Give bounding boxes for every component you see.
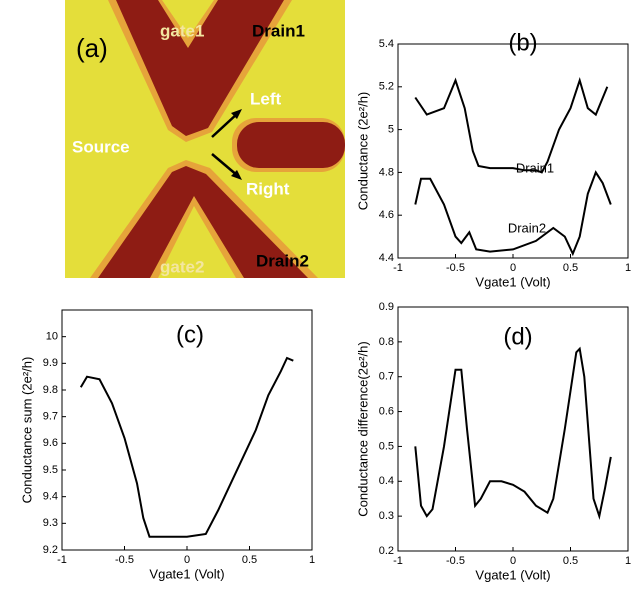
x-tick-label: 0.5 (563, 262, 578, 274)
y-tick-label: 9.2 (43, 544, 58, 556)
x-tick-label: 0 (184, 554, 190, 566)
y-tick-label: 4.4 (379, 252, 394, 264)
x-axis-label: Vgate1 (Volt) (149, 566, 224, 581)
drain-channel (237, 122, 345, 168)
annotation: gate2 (160, 257, 204, 276)
y-tick-label: 5.2 (379, 81, 394, 93)
y-tick-label: 0.9 (379, 301, 394, 313)
x-tick-label: 0 (510, 555, 516, 567)
y-tick-label: 0.7 (379, 371, 394, 383)
y-tick-label: 9.3 (43, 517, 58, 529)
series-label: Drain2 (508, 220, 546, 235)
x-tick-label: 0 (510, 262, 516, 274)
y-axis-label: Conductance (2e²/h) (355, 92, 370, 211)
y-tick-label: 9.9 (43, 357, 58, 369)
y-tick-label: 9.8 (43, 384, 58, 396)
y-axis-label: Conductance sum (2e²/h) (19, 357, 34, 504)
x-axis-label: Vgate1 (Volt) (475, 274, 550, 289)
y-tick-label: 9.4 (43, 491, 58, 503)
x-tick-label: -0.5 (115, 554, 134, 566)
annotation: Right (246, 179, 290, 198)
data-line (415, 172, 611, 253)
x-tick-label: 1 (625, 555, 631, 567)
micrograph: (a) gate1 Drain1 Left Source Right gate2… (65, 0, 345, 278)
y-tick-label: 0.4 (379, 475, 394, 487)
panel-title: (d) (503, 323, 532, 350)
data-line (415, 349, 611, 516)
x-axis-label: Vgate1 (Volt) (475, 567, 550, 582)
x-tick-label: 1 (309, 554, 315, 566)
panel-label: (a) (76, 33, 108, 63)
y-tick-label: 0.3 (379, 510, 394, 522)
y-tick-label: 9.6 (43, 437, 58, 449)
y-tick-label: 0.6 (379, 405, 394, 417)
y-tick-label: 5 (388, 124, 394, 136)
x-tick-label: -1 (393, 262, 403, 274)
y-axis-label: Conductance difference(2e²/h) (355, 341, 370, 516)
panel-title: (c) (176, 321, 204, 348)
x-tick-label: -1 (57, 554, 67, 566)
y-tick-label: 0.5 (379, 440, 394, 452)
annotation: Left (250, 89, 282, 108)
x-tick-label: -1 (393, 555, 403, 567)
x-tick-label: -0.5 (446, 555, 465, 567)
figure: (a) gate1 Drain1 Left Source Right gate2… (0, 0, 640, 591)
x-tick-label: -0.5 (446, 262, 465, 274)
y-tick-label: 5.4 (379, 38, 394, 50)
y-tick-label: 4.6 (379, 209, 394, 221)
y-tick-label: 0.8 (379, 336, 394, 348)
x-tick-label: 0.5 (242, 554, 257, 566)
data-line (81, 358, 293, 537)
data-line (415, 80, 607, 172)
annotation: Source (72, 137, 130, 156)
annotation: Drain1 (252, 21, 305, 40)
y-tick-label: 10 (46, 331, 58, 343)
annotation: Drain2 (256, 251, 309, 270)
x-tick-label: 0.5 (563, 555, 578, 567)
panel-title: (b) (508, 29, 537, 56)
annotation: gate1 (160, 21, 204, 40)
y-tick-label: 9.7 (43, 411, 58, 423)
y-tick-label: 9.5 (43, 464, 58, 476)
x-tick-label: 1 (625, 262, 631, 274)
series-label: Drain1 (516, 160, 554, 175)
y-tick-label: 0.2 (379, 545, 394, 557)
y-tick-label: 4.8 (379, 166, 394, 178)
